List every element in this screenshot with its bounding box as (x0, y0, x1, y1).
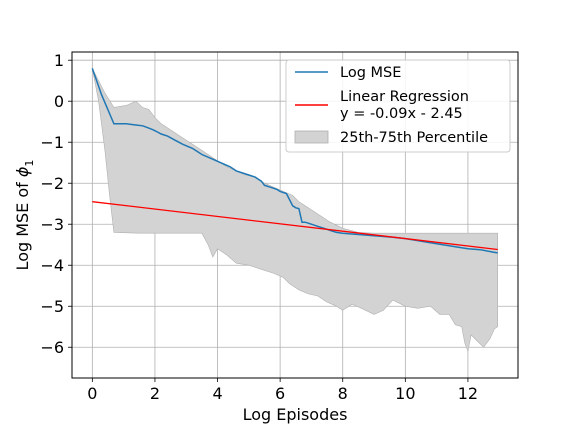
legend: Log MSE Linear Regression y = -0.09x - 2… (285, 59, 511, 153)
legend-label-log-mse: Log MSE (340, 65, 401, 81)
legend-box (285, 59, 511, 153)
x-tick-label: 12 (458, 384, 478, 403)
y-axis-label: Log MSE of ϕ1 (13, 160, 36, 271)
x-tick-label: 8 (338, 384, 348, 403)
x-tick-label: 6 (275, 384, 285, 403)
y-tick-label: −2 (40, 174, 64, 193)
percentile-band (92, 68, 498, 353)
series-layer (91, 68, 498, 254)
y-tick-label: −5 (40, 297, 64, 316)
plot-frame (71, 51, 519, 379)
y-axis-label-main: Log MSE of (13, 177, 32, 270)
y-tick-label: −3 (40, 215, 64, 234)
legend-swatch-percentile (294, 130, 329, 144)
x-tick-label: 2 (150, 384, 160, 403)
y-axis-label-subscript: 1 (23, 160, 36, 167)
x-axis-label: Log Episodes (243, 405, 348, 424)
y-tick-label: 0 (54, 92, 64, 111)
x-tick-label: 4 (212, 384, 222, 403)
legend-label-percentile: 25th-75th Percentile (340, 130, 488, 146)
y-tick-label: −6 (40, 338, 64, 357)
y-tick-label: −4 (40, 256, 64, 275)
x-tick-label: 10 (395, 384, 415, 403)
y-axis-label-symbol: ϕ (13, 166, 32, 177)
y-tick-label: 1 (54, 51, 64, 70)
x-tick-label: 0 (87, 384, 97, 403)
percentile-band-layer (92, 68, 498, 353)
regression-line (92, 201, 498, 251)
y-tick-label: −1 (40, 133, 64, 152)
legend-label-regression-equation: y = -0.09x - 2.45 (340, 106, 463, 122)
legend-label-regression: Linear Regression (340, 89, 469, 105)
